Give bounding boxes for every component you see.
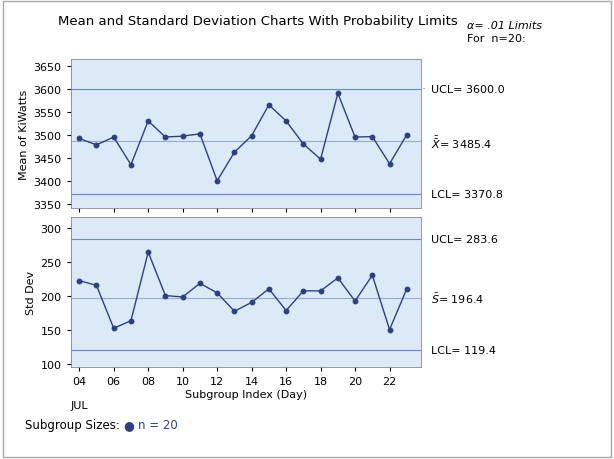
- Text: n = 20: n = 20: [138, 418, 178, 431]
- Text: JUL: JUL: [71, 400, 88, 410]
- Text: Subgroup Sizes:: Subgroup Sizes:: [25, 418, 120, 431]
- Text: ●: ●: [123, 418, 134, 431]
- Text: $\bar{\bar{X}}$= 3485.4: $\bar{\bar{X}}$= 3485.4: [431, 134, 492, 151]
- Text: UCL= 3600.0: UCL= 3600.0: [431, 84, 505, 95]
- Text: For  n=20:: For n=20:: [467, 34, 525, 45]
- Y-axis label: Std Dev: Std Dev: [26, 270, 36, 314]
- Text: α= .01 Limits: α= .01 Limits: [467, 21, 542, 31]
- Text: UCL= 283.6: UCL= 283.6: [431, 234, 498, 244]
- Text: LCL= 119.4: LCL= 119.4: [431, 346, 496, 356]
- Text: Mean and Standard Deviation Charts With Probability Limits: Mean and Standard Deviation Charts With …: [58, 15, 458, 28]
- Y-axis label: Mean of KiWatts: Mean of KiWatts: [19, 90, 29, 179]
- X-axis label: Subgroup Index (Day): Subgroup Index (Day): [185, 389, 306, 399]
- Text: $\bar{S}$= 196.4: $\bar{S}$= 196.4: [431, 291, 484, 306]
- Text: LCL= 3370.8: LCL= 3370.8: [431, 190, 503, 200]
